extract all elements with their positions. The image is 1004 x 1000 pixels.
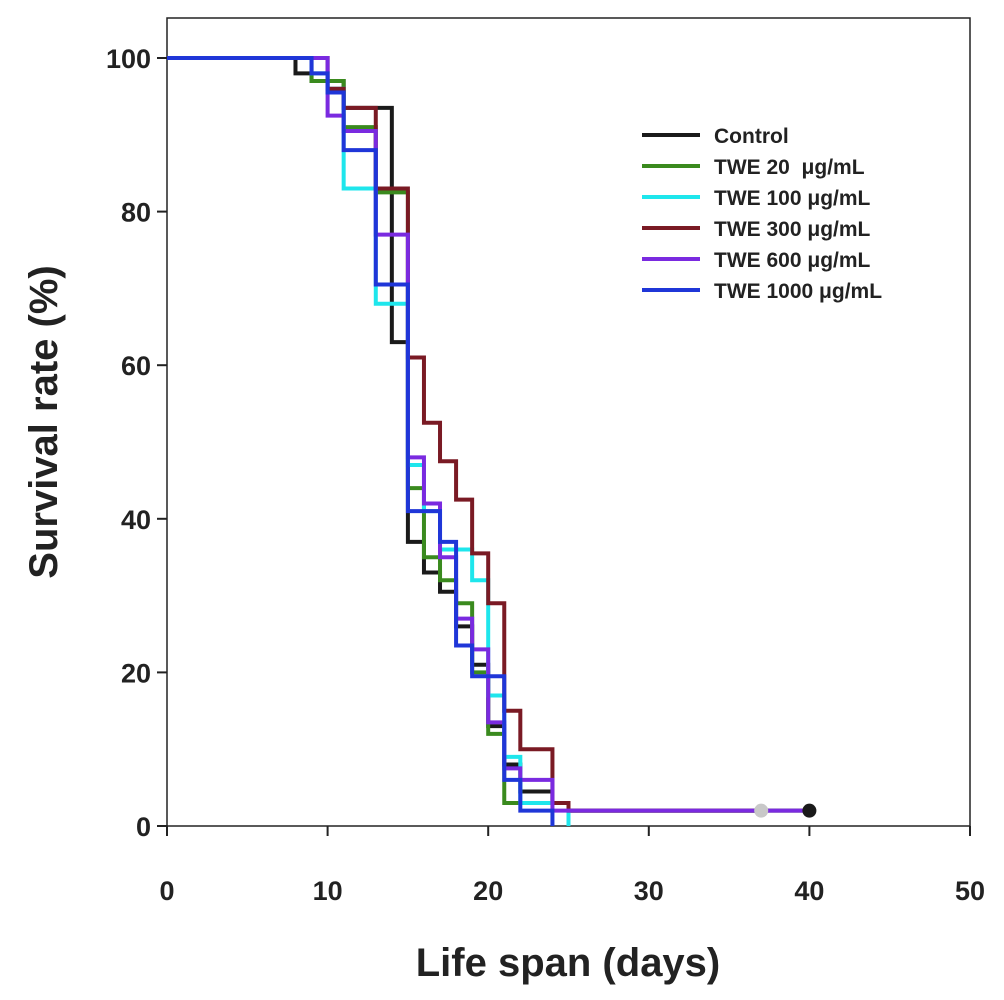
series-line-twe-300-g-ml <box>167 56 762 813</box>
end-point-marker <box>754 803 769 818</box>
legend-label: TWE 300 μg/mL <box>714 218 871 241</box>
x-tick-label: 0 <box>159 876 174 906</box>
y-tick-label: 60 <box>121 351 151 381</box>
y-tick-label: 80 <box>121 198 151 228</box>
x-axis-title: Life span (days) <box>416 941 721 985</box>
series-line-twe-1000-g-ml <box>167 56 555 826</box>
y-tick-label: 20 <box>121 658 151 688</box>
series-layer <box>167 56 817 826</box>
x-tick-label: 30 <box>634 876 664 906</box>
x-tick-label: 10 <box>313 876 343 906</box>
legend-label: Control <box>714 125 789 148</box>
legend-label: TWE 20 μg/mL <box>714 156 865 179</box>
legend: Control TWE 20 μg/mL TWE 100 μg/mL TWE 300 … <box>642 125 882 303</box>
x-tick-label: 20 <box>473 876 503 906</box>
x-tick-label: 50 <box>955 876 985 906</box>
axis-layer: 0 10 20 30 40 50 0 20 40 60 80 100 <box>106 44 985 906</box>
end-point-marker <box>802 803 817 818</box>
plot-frame <box>166 17 971 827</box>
legend-label: TWE 100 μg/mL <box>714 187 871 210</box>
legend-label: TWE 600 μg/mL <box>714 249 871 272</box>
y-tick-label: 0 <box>136 812 151 842</box>
y-tick-label: 100 <box>106 44 151 74</box>
x-tick-label: 40 <box>794 876 824 906</box>
legend-label: TWE 1000 μg/mL <box>714 280 882 303</box>
series-line-twe-600-g-ml <box>167 56 810 813</box>
y-axis-title: Survival rate (%) <box>22 265 66 578</box>
y-tick-label: 40 <box>121 505 151 535</box>
